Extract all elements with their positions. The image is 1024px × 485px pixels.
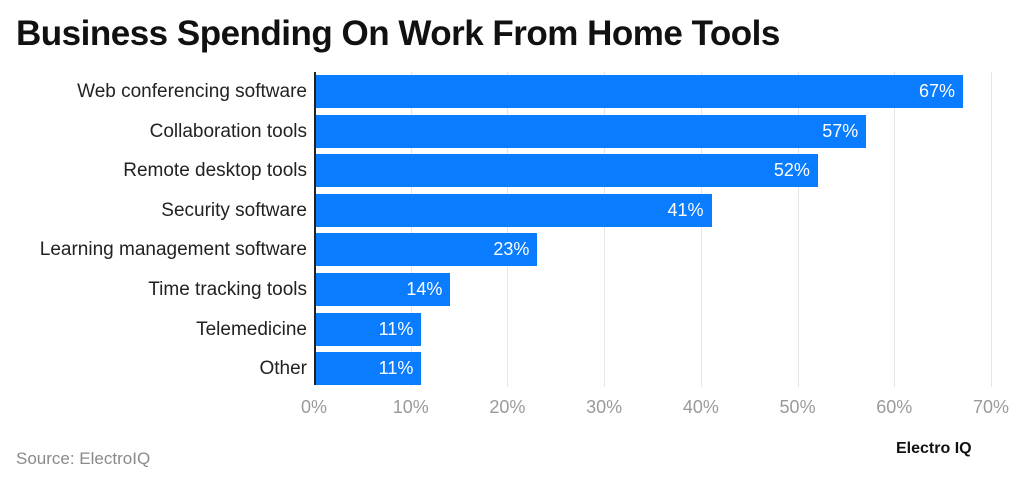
bar: 11% — [315, 352, 422, 386]
bar: 41% — [315, 193, 712, 227]
chart-title: Business Spending On Work From Home Tool… — [16, 14, 780, 53]
bar-value-label: 11% — [378, 318, 414, 339]
category-label: Collaboration tools — [149, 120, 307, 142]
bar: 52% — [315, 154, 818, 188]
gridline — [604, 72, 606, 387]
bar-value-label: 11% — [378, 358, 414, 379]
bar: 57% — [315, 114, 867, 148]
gridline — [700, 72, 702, 387]
category-label: Remote desktop tools — [123, 160, 307, 182]
category-label: Security software — [161, 199, 307, 221]
x-tick-label: 20% — [489, 397, 526, 417]
bar-value-label: 52% — [773, 160, 810, 181]
bar-value-label: 67% — [918, 81, 955, 101]
bar: 67% — [315, 75, 963, 108]
category-label: Web conferencing software — [77, 81, 307, 102]
x-tick-label: 10% — [392, 397, 429, 417]
source-note: Source: ElectroIQ — [16, 449, 151, 468]
x-tick-label: 40% — [682, 397, 719, 417]
x-tick-label: 50% — [779, 397, 816, 417]
bar-value-label: 14% — [406, 279, 443, 299]
bar: 14% — [315, 273, 451, 306]
gridline — [991, 72, 992, 387]
gridline — [507, 72, 509, 387]
category-label: Telemedicine — [196, 318, 307, 340]
bar-value-label: 23% — [493, 239, 530, 260]
bar: 11% — [315, 312, 422, 346]
y-axis-line — [314, 72, 316, 385]
x-tick-label: 70% — [972, 397, 1010, 417]
bar: 23% — [315, 233, 538, 267]
x-tick-label: 0% — [300, 397, 328, 417]
x-tick-label: 30% — [586, 397, 623, 417]
category-label: Other — [259, 358, 307, 380]
bar-value-label: 57% — [822, 120, 859, 141]
gridline — [410, 72, 412, 387]
plot-area: 67% 57% 52% 41% 23% 14% 11% 11% — [314, 72, 992, 387]
brand-logo: Electro IQ — [896, 440, 972, 457]
bar-value-label: 41% — [667, 199, 704, 220]
gridline — [797, 72, 799, 387]
gridline — [894, 72, 896, 387]
category-label: Learning management software — [39, 239, 307, 261]
category-label: Time tracking tools — [148, 279, 307, 300]
x-tick-label: 60% — [876, 397, 913, 417]
